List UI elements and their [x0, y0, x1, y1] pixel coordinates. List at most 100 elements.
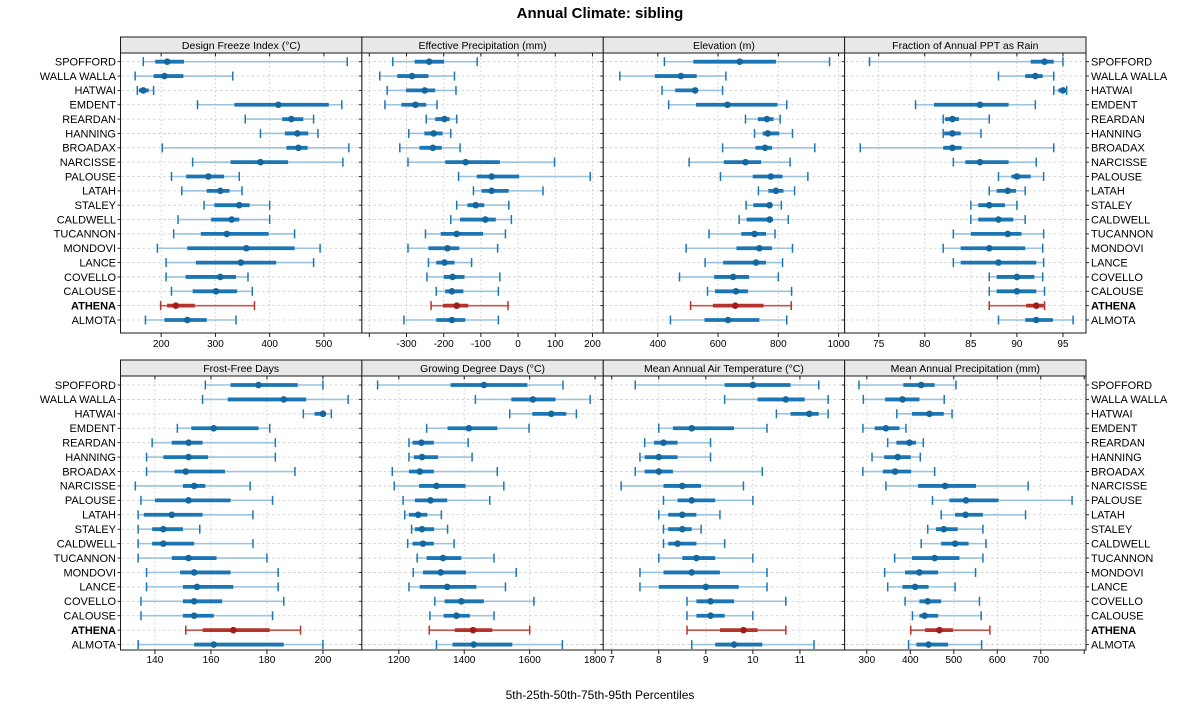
median-dot	[470, 641, 478, 648]
median-dot	[168, 511, 176, 519]
percentile-row	[841, 85, 1089, 95]
station-label-left: TUCANNON	[54, 229, 116, 241]
percentile-row	[841, 582, 1089, 592]
x-tick-label: 7	[609, 655, 615, 666]
median-dot	[480, 381, 488, 389]
median-dot	[190, 598, 198, 605]
percentile-row	[600, 243, 848, 253]
median-dot	[443, 583, 451, 591]
percentile-row	[600, 85, 848, 95]
station-label-right: TUCANNON	[1091, 553, 1153, 565]
station-label-left: NARCISSE	[60, 157, 116, 169]
median-dot	[257, 158, 264, 166]
median-dot	[985, 201, 993, 209]
percentile-row	[600, 438, 848, 448]
percentile-row	[600, 495, 848, 505]
median-dot	[995, 259, 1002, 266]
percentile-row	[600, 215, 848, 225]
median-dot	[742, 158, 749, 166]
station-label-right: LANCE	[1091, 582, 1128, 594]
percentile-row	[117, 315, 365, 325]
median-dot	[688, 424, 696, 432]
chart-title: Annual Climate: sibling	[516, 5, 684, 22]
station-label-left: COVELLO	[64, 596, 116, 608]
percentile-row	[117, 200, 365, 210]
median-dot	[1032, 72, 1039, 80]
percentile-row	[600, 467, 848, 477]
panel-header: Fraction of Annual PPT as Rain	[892, 40, 1038, 52]
median-dot	[761, 144, 769, 152]
x-tick-label: 85	[965, 339, 977, 350]
median-dot	[752, 259, 760, 266]
percentile-row	[117, 100, 365, 110]
percentile-row	[358, 438, 607, 448]
percentile-row	[600, 380, 848, 390]
percentile-row	[358, 301, 607, 311]
x-tick-label: -200	[434, 339, 454, 350]
median-dot	[660, 439, 667, 446]
panel: 400 600 800 1000 Elevation (m)	[600, 36, 850, 350]
median-dot	[212, 288, 220, 295]
x-tick-label: 11	[795, 655, 806, 666]
panel-header: Growing Degree Days (°C)	[420, 363, 545, 375]
percentile-row	[117, 640, 365, 650]
median-dot	[882, 424, 890, 432]
station-label-right: REARDAN	[1091, 437, 1145, 449]
station-label-left: HANNING	[65, 452, 116, 464]
percentile-row	[841, 438, 1089, 448]
station-label-left: WALLA WALLA	[40, 394, 117, 406]
median-dot	[275, 101, 282, 109]
percentile-row	[600, 452, 848, 462]
station-label-right: STALEY	[1091, 200, 1133, 212]
percentile-row	[600, 640, 848, 650]
median-dot	[414, 511, 422, 519]
percentile-row	[841, 640, 1089, 650]
median-dot	[429, 144, 437, 152]
percentile-row	[358, 100, 607, 110]
panel-header: Mean Annual Air Temperature (°C)	[644, 363, 804, 375]
station-label-right: LANCE	[1091, 257, 1128, 269]
percentile-row	[600, 114, 848, 124]
percentile-row	[600, 200, 848, 210]
percentile-row	[117, 567, 365, 577]
station-label-right: NARCISSE	[1091, 481, 1147, 493]
percentile-row	[117, 524, 365, 534]
median-dot	[210, 424, 218, 432]
station-label-left: ALMOTA	[72, 639, 117, 651]
x-tick-label: 600	[710, 339, 727, 350]
x-tick-label: 95	[1057, 339, 1069, 350]
median-dot	[693, 554, 700, 562]
station-label-right: ATHENA	[1091, 625, 1136, 637]
median-dot	[183, 316, 191, 324]
percentile-row	[600, 186, 848, 196]
percentile-row	[600, 286, 848, 296]
median-dot	[736, 58, 744, 65]
percentile-row	[841, 611, 1089, 621]
percentile-row	[358, 229, 607, 239]
median-dot	[707, 598, 714, 605]
median-dot	[441, 259, 448, 266]
percentile-row	[841, 380, 1089, 390]
median-dot	[237, 259, 245, 266]
median-dot	[931, 554, 938, 562]
percentile-row	[358, 495, 607, 505]
x-tick-label: 180	[259, 655, 276, 666]
median-dot	[430, 130, 437, 137]
x-tick-label: 100	[547, 339, 564, 350]
percentile-row	[358, 272, 607, 282]
panel: 1200 1400 1600 1800 Growing Degree Days (°C)	[358, 359, 607, 666]
percentile-row	[600, 510, 848, 520]
median-dot	[976, 158, 984, 166]
x-tick-label: 600	[989, 655, 1006, 666]
panel: -300 -200 -100 0 100 200 Effective Precipitati…	[358, 36, 607, 350]
percentile-row	[841, 510, 1089, 520]
percentile-row	[600, 100, 848, 110]
median-dot	[255, 381, 262, 389]
x-tick-label: 1000	[827, 339, 850, 350]
median-dot	[911, 583, 919, 591]
station-label-left: HATWAI	[74, 409, 116, 421]
percentile-row	[841, 423, 1089, 433]
median-dot	[217, 273, 224, 281]
percentile-row	[117, 394, 365, 404]
station-label-right: ALMOTA	[1091, 315, 1136, 327]
